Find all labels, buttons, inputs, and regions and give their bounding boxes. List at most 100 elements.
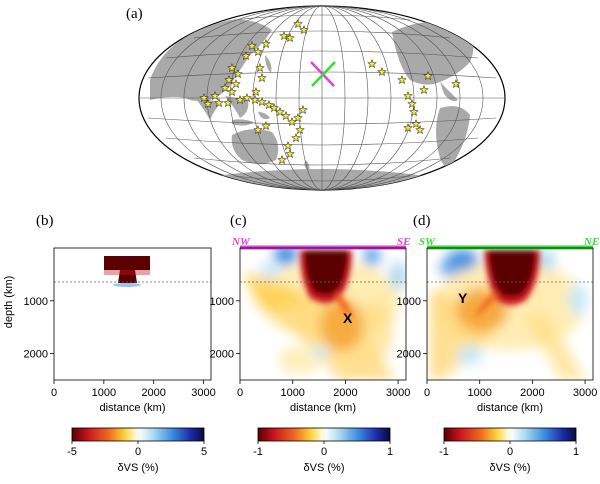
colorbar-label: δVS (%): [304, 462, 345, 474]
panel-label-a: (a): [126, 6, 143, 22]
y-tick-label: 2000: [24, 349, 48, 361]
slab-anomaly: [104, 256, 150, 283]
colorbar: [71, 427, 205, 442]
event-star-icon: [285, 148, 295, 159]
panel-d-plot: [426, 245, 594, 381]
y-tick-label: 1000: [210, 296, 234, 308]
event-star-icon: [261, 38, 271, 49]
event-star-icon: [293, 112, 303, 123]
axes: 0 1000 2000 3000 1000 2000 distance (km) depth …: [3, 276, 597, 414]
event-star-icon: [403, 122, 413, 133]
endpoint-sw: SW: [419, 236, 436, 248]
event-star-icon: [253, 124, 263, 135]
x-tick-label: 2000: [333, 387, 357, 399]
colorbar-tick-label: 0: [135, 446, 141, 458]
event-star-icon: [298, 104, 308, 115]
event-star-icon: [251, 86, 261, 97]
event-star-icon: [210, 90, 220, 101]
event-star-icon: [279, 30, 289, 41]
panel-c-plot: [239, 245, 407, 381]
event-star-icon: [419, 84, 429, 95]
x-tick-label: 2000: [520, 387, 544, 399]
event-star-icon: [409, 106, 419, 117]
x-axis-label: distance (km): [99, 402, 165, 414]
x-tick-label: 3000: [386, 387, 410, 399]
continents: [150, 12, 495, 190]
colorbar-tick-label: 0: [321, 446, 327, 458]
colorbar-label: δVS (%): [118, 462, 159, 474]
event-star-icon: [415, 124, 425, 135]
annotation-x: X: [343, 310, 353, 326]
event-star-icon: [411, 118, 421, 129]
event-star-icon: [255, 62, 265, 73]
event-star-icon: [403, 90, 413, 101]
colorbar-tick-label: -1: [253, 446, 263, 458]
event-star-icon: [231, 78, 241, 89]
y-tick-label: 1000: [24, 296, 48, 308]
event-star-icon: [451, 78, 461, 89]
event-star-icon: [233, 68, 243, 79]
event-star-icon: [257, 72, 267, 83]
colorbars: -5 0 5 δVS (%) -1 0 1 δVS (%) -1 0 1 δVS (%): [67, 427, 579, 474]
event-star-icon: [275, 106, 285, 117]
event-star-icon: [203, 98, 213, 109]
x-tick-label: 1000: [92, 387, 116, 399]
y-axis-label: depth (km): [3, 276, 15, 329]
event-star-icon: [299, 24, 309, 35]
event-star-icon: [269, 102, 279, 113]
x-tick-label: 2000: [141, 387, 165, 399]
event-star-icon: [253, 46, 263, 57]
event-star-icon: [283, 140, 293, 151]
event-star-icon: [285, 32, 295, 43]
event-star-icon: [241, 50, 251, 61]
event-star-icon: [224, 74, 234, 85]
event-star-icon: [291, 132, 301, 143]
event-star-icon: [223, 97, 233, 108]
x-tick-label: 0: [51, 387, 57, 399]
axes-frame-d: [426, 247, 594, 381]
endpoint-se: SE: [397, 236, 410, 248]
y-tick-label: 2000: [397, 349, 421, 361]
event-star-icon: [377, 66, 387, 77]
y-tick-label: 2000: [210, 349, 234, 361]
event-star-icon: [277, 154, 287, 165]
event-star-icon: [287, 116, 297, 127]
event-star-icon: [264, 99, 274, 110]
event-star-icon: [257, 96, 267, 107]
event-star-icon: [261, 120, 271, 131]
panel-label-d: (d): [413, 213, 431, 229]
event-star-icon: [281, 110, 291, 121]
panel-label-c: (c): [230, 213, 247, 229]
axes-frame-c: [239, 247, 407, 381]
event-star-icon: [407, 98, 417, 109]
event-star-icon: [247, 40, 257, 51]
panel-b-plot: [53, 247, 212, 381]
panel-label-b: (b): [36, 213, 54, 229]
event-star-icon: [293, 18, 303, 29]
colorbar-tick-label: -5: [67, 446, 77, 458]
event-star-icon: [295, 124, 305, 135]
event-star-icon: [214, 97, 224, 108]
x-axis-label: distance (km): [477, 402, 543, 414]
endpoint-ne: NE: [583, 236, 599, 248]
event-star-icon: [199, 92, 209, 103]
annotation-y: Y: [458, 290, 468, 306]
colorbar-tick-label: 5: [201, 446, 207, 458]
event-star-icon: [235, 94, 245, 105]
x-tick-label: 3000: [573, 387, 597, 399]
event-star-icon: [367, 58, 377, 69]
profile-line-sw-ne: [311, 61, 336, 87]
global-map: [138, 5, 506, 191]
colorbar-tick-label: -1: [439, 446, 449, 458]
event-star-icon: [423, 70, 433, 81]
endpoint-nw: NW: [231, 236, 251, 248]
x-tick-label: 0: [237, 387, 243, 399]
event-star-icon: [220, 82, 230, 93]
colorbar-label: δVS (%): [490, 462, 531, 474]
event-star-icon: [250, 94, 260, 105]
graticule: [139, 6, 505, 190]
x-tick-label: 3000: [191, 387, 215, 399]
colorbar-tick-label: 0: [507, 446, 513, 458]
colorbar-tick-label: 1: [387, 446, 393, 458]
